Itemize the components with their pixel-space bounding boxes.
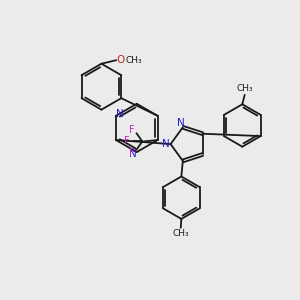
Text: N: N [129, 148, 136, 158]
Text: CH₃: CH₃ [172, 229, 189, 238]
Text: F: F [124, 136, 130, 146]
Text: CH₃: CH₃ [237, 85, 253, 94]
Text: F: F [129, 125, 134, 135]
Text: O: O [116, 55, 125, 65]
Text: N: N [162, 139, 170, 148]
Text: F: F [129, 148, 134, 158]
Text: N: N [116, 110, 124, 119]
Text: CH₃: CH₃ [125, 56, 142, 65]
Text: N: N [178, 118, 185, 128]
